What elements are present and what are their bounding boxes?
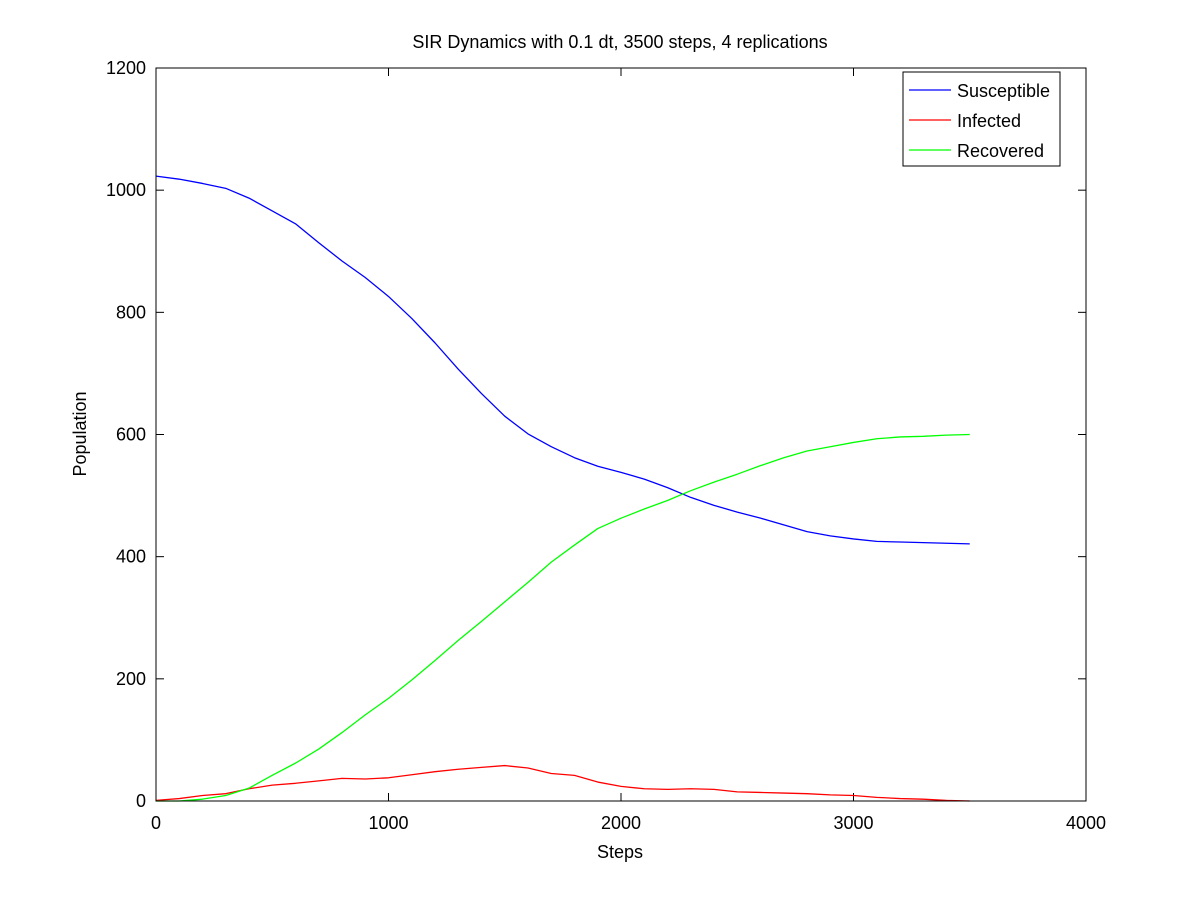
y-tick-label: 800 <box>116 302 146 322</box>
y-tick-label: 1200 <box>106 58 146 78</box>
series-line-infected <box>155 764 970 802</box>
y-tick-label: 1000 <box>106 180 146 200</box>
legend-label-susceptible: Susceptible <box>957 81 1050 101</box>
chart-title: SIR Dynamics with 0.1 dt, 3500 steps, 4 … <box>412 32 827 52</box>
x-tick-label: 2000 <box>601 813 641 833</box>
x-tick-label: 1000 <box>368 813 408 833</box>
x-tick-label: 4000 <box>1066 813 1106 833</box>
series-line-susceptible <box>155 175 970 545</box>
plot-area <box>156 68 1086 801</box>
plot-frame <box>155 67 1087 802</box>
legend-label-recovered: Recovered <box>957 141 1044 161</box>
y-tick-label: 200 <box>116 669 146 689</box>
y-tick-label: 0 <box>136 791 146 811</box>
y-tick-label: 400 <box>116 547 146 567</box>
y-axis-title: Population <box>70 391 90 476</box>
series-layer <box>155 175 970 802</box>
legend-label-infected: Infected <box>957 111 1021 131</box>
ticks-layer: 0 1000 2000 3000 4000 0 200 400 600 800 1000 1200 <box>106 58 1106 833</box>
x-tick-label: 3000 <box>833 813 873 833</box>
x-tick-label: 0 <box>151 813 161 833</box>
legend: Susceptible Infected Recovered <box>902 71 1061 167</box>
x-axis-title: Steps <box>597 842 643 862</box>
y-tick-label: 600 <box>116 425 146 445</box>
series-line-recovered <box>156 433 970 802</box>
